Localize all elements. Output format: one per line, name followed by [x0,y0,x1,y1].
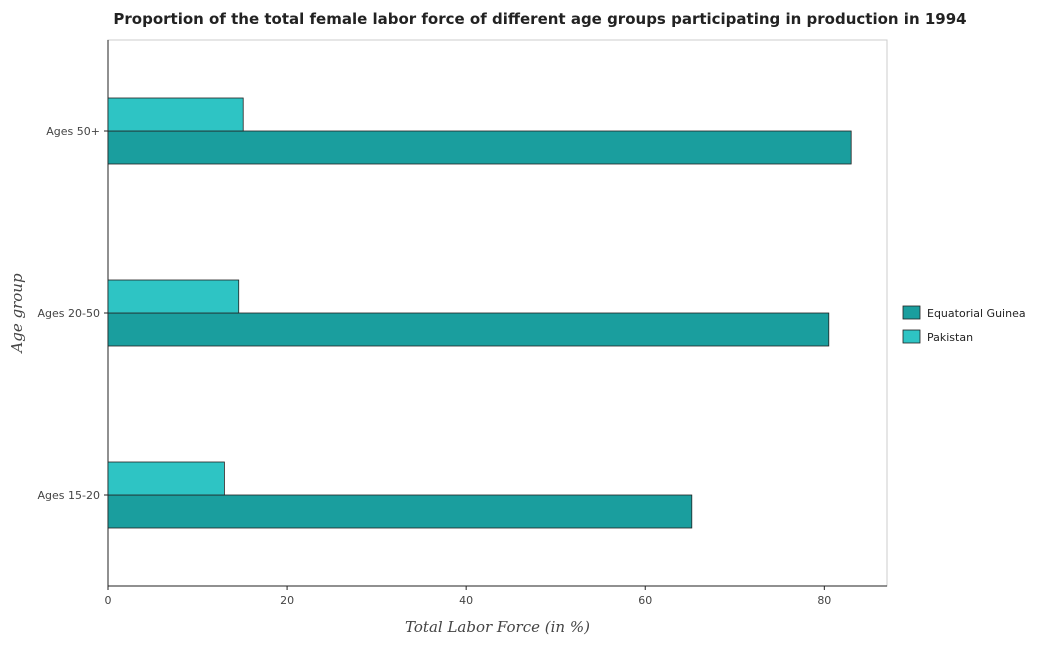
x-tick-label: 40 [459,594,473,607]
x-tick-label: 0 [105,594,112,607]
legend-swatch [902,305,921,320]
x-tick-label: 60 [638,594,652,607]
x-tick-label: 80 [817,594,831,607]
bar-equatorial-guinea [107,130,852,165]
x-tick-label: 20 [280,594,294,607]
chart-title: Proportion of the total female labor for… [113,10,966,28]
x-axis-label: Total Labor Force (in %) [405,618,590,636]
legend-label: Pakistan [927,331,973,344]
plot-area: Ages 15-20 Ages 20-50 Ages 50+ 0 20 40 60 80 [38,39,888,607]
bar-pakistan [107,97,244,132]
bar-equatorial-guinea [107,494,693,529]
bar-pakistan [107,279,240,314]
y-tick-label: Ages 15-20 [38,489,100,502]
bar-pakistan [107,461,225,496]
y-axis-label: Age group [8,273,26,355]
bar-equatorial-guinea [107,312,830,347]
y-tick-label: Ages 50+ [46,125,100,138]
legend-label: Equatorial Guinea [927,307,1026,320]
y-tick-label: Ages 20-50 [38,307,100,320]
legend: Equatorial Guinea Pakistan [902,305,1026,344]
legend-swatch [902,329,921,344]
